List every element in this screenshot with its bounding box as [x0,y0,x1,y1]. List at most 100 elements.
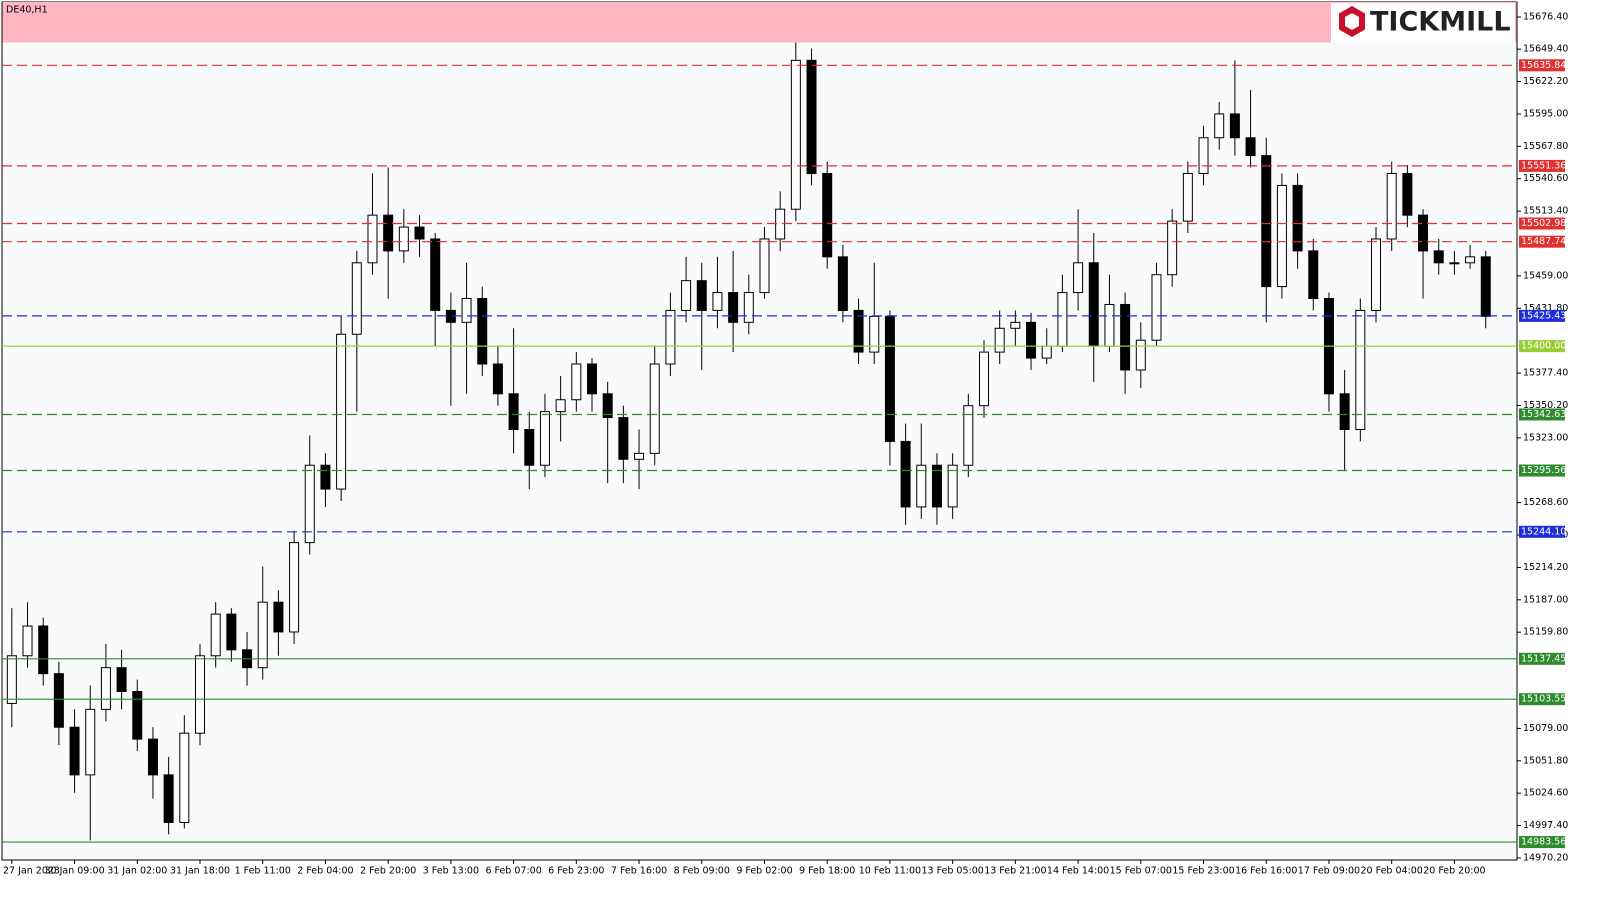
candle-body [1057,292,1068,347]
candle-body [38,625,49,675]
candle-body [226,613,237,651]
x-tick-label: 20 Feb 20:00 [1423,866,1485,877]
candle-body [1433,250,1444,264]
x-tick-label: 9 Feb 18:00 [799,866,855,877]
level-label-bg [1519,525,1565,538]
x-tick-label: 17 Feb 09:00 [1298,866,1360,877]
candle-body [539,411,550,466]
x-tick-label: 2 Feb 04:00 [297,866,353,877]
y-tick-label: 14970.20 [1523,852,1568,863]
candle-body [1308,250,1319,300]
level-label: 15295.56 [1521,465,1566,476]
y-tick-label: 15377.40 [1523,368,1568,379]
candle-body [1026,321,1037,359]
candle-body [351,262,362,335]
x-tick-label: 10 Feb 11:00 [859,866,921,877]
x-tick-label: 2 Feb 20:00 [360,866,416,877]
level-label: 15425.43 [1521,310,1566,321]
y-tick-label: 15268.60 [1523,497,1568,508]
candle-body [336,333,347,490]
level-label-bg [1519,408,1565,421]
y-tick-label: 15676.40 [1523,12,1568,23]
candle-body [22,625,33,657]
candle-body [1198,137,1209,174]
level-label: 14983.56 [1521,837,1566,848]
candle-body [1276,184,1287,288]
y-tick-label: 15350.20 [1523,400,1568,411]
y-tick-label: 15513.40 [1523,206,1568,217]
level-label: 15244.10 [1521,526,1566,537]
candle-body [822,172,833,258]
level-label-bg [1519,836,1565,849]
candle-body [1151,274,1162,341]
logo: TICKMILL [1331,3,1515,43]
candle-body [1402,172,1413,216]
candle-body [790,59,801,210]
logo-icon-inner [1345,13,1359,30]
x-tick-label: 31 Jan 02:00 [107,866,167,877]
candle-body [1167,220,1178,276]
level-label: 15551.36 [1521,160,1566,171]
candle-body [414,226,425,240]
candle-body [383,214,394,252]
candle-body [806,59,817,174]
y-tick-label: 15214.20 [1523,562,1568,573]
candle-body [853,309,864,353]
candle-body [555,399,566,413]
level-label-bg [1519,59,1565,72]
level-label: 15400.00 [1521,341,1566,352]
level-label: 15137.45 [1521,653,1566,664]
layer: 15676.40 15649.40 15622.20 15595.00 15567.80… [2,2,1568,877]
candle-body [85,708,96,776]
candle-body [1010,321,1021,329]
y-tick-label: 15431.80 [1523,303,1568,314]
y-tick-label: 15187.00 [1523,594,1568,605]
x-tick-label: 13 Feb 05:00 [921,866,983,877]
level-label: 15502.98 [1521,218,1566,229]
candle-body [1229,113,1240,139]
level-label: 15103.55 [1521,694,1566,705]
candle-body [1292,184,1303,252]
candle-body [1355,309,1366,431]
x-tick-label: 8 Feb 09:00 [674,866,730,877]
candle-body [163,774,174,823]
x-tick-label: 16 Feb 16:00 [1235,866,1297,877]
level-label-bg [1519,217,1565,230]
candle-body [743,292,754,323]
candle-body [1073,262,1084,294]
candle-body [1418,214,1429,252]
y-tick-label: 15567.80 [1523,141,1568,152]
x-tick-label: 7 Feb 16:00 [611,866,667,877]
candle-body [1449,262,1460,265]
candle-body [492,363,503,395]
candle-body [1104,303,1115,347]
x-tick-label: 30 Jan 09:00 [44,866,104,877]
y-tick-label: 15540.60 [1523,173,1568,184]
plot-area [1,1,1518,861]
candle-body [618,417,629,460]
candle-body [116,667,127,692]
candle-body [916,464,927,508]
candle-body [1480,256,1491,317]
candle-body [179,732,190,823]
candle-body [712,292,723,311]
candle-body [69,726,80,776]
level-label-bg [1519,235,1565,248]
y-tick-label: 15595.00 [1523,108,1568,119]
x-tick-label: 13 Feb 21:00 [984,866,1046,877]
y-tick-label: 14997.40 [1523,820,1568,831]
candle-body [6,655,17,704]
level-label-bg [1519,652,1565,665]
candle-body [1088,262,1099,347]
x-tick-label: 3 Feb 13:00 [423,866,479,877]
candle-body [1371,238,1381,311]
y-tick-label: 15323.00 [1523,432,1568,443]
y-tick-label: 15622.20 [1523,76,1568,87]
y-tick-label: 15159.80 [1523,627,1568,638]
candle-body [1182,172,1193,222]
x-tick-label: 6 Feb 07:00 [485,866,541,877]
candle-body [304,464,315,544]
candle-body [477,298,488,365]
candle-body [100,667,111,710]
